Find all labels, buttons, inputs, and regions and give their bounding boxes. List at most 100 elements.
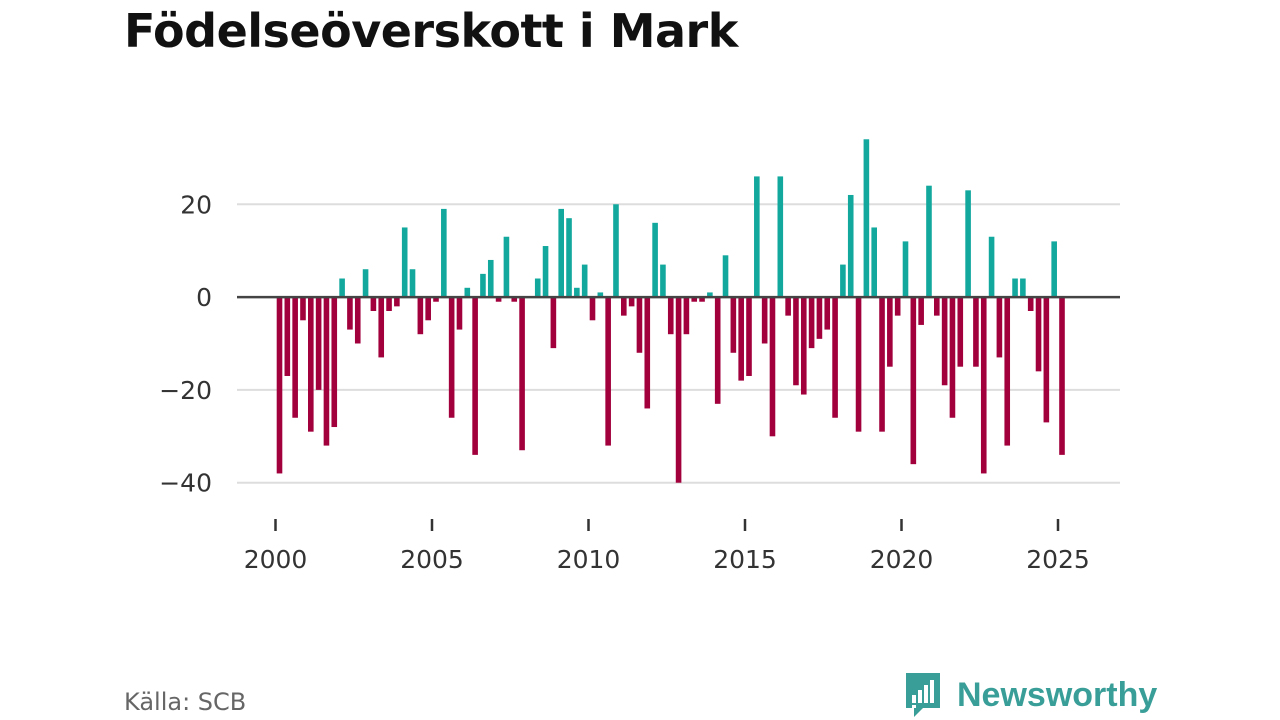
bar [707,292,713,298]
bar [433,297,439,302]
brand-logo: Newsworthy [903,670,1157,720]
bar [730,297,737,353]
bar [777,176,784,298]
bar [691,297,698,302]
bar [761,297,768,344]
bar [464,287,471,298]
bar [988,236,995,298]
bar [949,297,956,418]
bar [738,297,744,381]
bar [566,218,572,298]
x-tick-label: 2020 [870,545,934,574]
bar [980,297,987,474]
bar [926,185,932,298]
x-tick-label: 2005 [400,545,464,574]
bar [315,297,322,390]
bar [487,259,494,298]
bar [660,264,666,298]
bar [394,297,400,307]
bar [362,269,369,298]
bar [401,227,408,298]
bar [652,222,658,298]
bar [1012,278,1018,298]
bar [456,297,463,330]
y-tick-label: −20 [159,376,212,405]
bar [300,297,306,321]
bar [581,264,588,298]
bar [887,297,893,367]
bar [284,297,291,376]
bar [621,297,627,316]
bar [1043,297,1050,423]
bar [636,297,643,353]
bar [378,297,385,358]
source-label: Källa: SCB [124,688,247,716]
bar [847,194,854,298]
bar [675,297,682,483]
bar [558,208,564,298]
bar [816,297,823,339]
bar [409,269,416,298]
x-tick-label: 2015 [713,545,777,574]
bar [417,297,424,335]
page-title: Födelseöverskott i Mark [124,4,738,58]
bar [503,236,510,298]
bar [441,208,447,298]
bar [871,227,877,298]
bar [824,297,831,330]
bar [902,241,909,298]
bar [699,297,705,302]
bar [425,297,431,321]
bar [480,273,486,298]
bar [519,297,525,451]
bar [292,297,298,418]
bar [613,204,619,298]
bar [448,297,455,418]
bar [347,297,353,330]
bar [793,297,799,386]
bar [495,297,502,302]
bar [276,297,283,474]
y-tick-label: −40 [159,469,212,498]
bar [331,297,338,428]
bar [605,297,611,446]
bars [237,139,1120,483]
bar [965,190,971,298]
y-axis: 20 0 −20 −40 [159,190,212,497]
bar [863,139,870,298]
bar [542,246,549,298]
x-axis: 2000 2005 2010 2015 2020 2025 [244,519,1090,574]
bar [918,297,924,325]
bar [1035,297,1042,372]
bar [683,297,690,335]
bar [308,297,314,432]
bar [714,297,721,404]
bar [1051,241,1057,298]
bar [323,297,330,446]
bar [855,297,862,432]
bar [800,297,807,395]
bar [667,297,674,335]
bar [550,297,557,349]
bar [840,264,846,298]
bar [973,297,979,367]
bar [1020,278,1026,298]
bar [754,176,760,298]
bar [832,297,838,418]
bar [910,297,917,465]
bar [957,297,964,367]
bar [472,297,478,455]
bar [534,278,541,298]
bar [785,297,791,316]
bar [996,297,1003,358]
bar [386,297,392,311]
bar [589,297,596,321]
bar [746,297,752,376]
x-tick-label: 2000 [244,545,308,574]
chat-bar-chart-icon [906,673,940,717]
bar [339,278,345,298]
bar [628,297,635,307]
y-tick-label: 20 [180,190,212,219]
x-tick-label: 2010 [557,545,621,574]
